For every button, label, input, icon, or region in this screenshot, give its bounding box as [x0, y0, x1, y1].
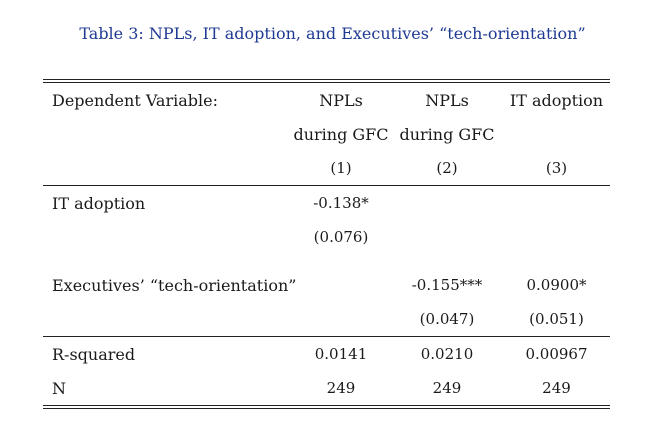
r-squared-label: R-squared	[52, 344, 136, 364]
tech-orientation-se-2: (0.047)	[419, 310, 475, 328]
top-double-rule	[43, 79, 610, 83]
col3-number: (3)	[545, 159, 568, 177]
header-rule	[43, 185, 610, 186]
r-squared-row: R-squared 0.0141 0.0210 0.00967	[43, 337, 610, 371]
it-adoption-se-3	[503, 220, 610, 254]
tech-orientation-coef-row: Executives’ “tech-orientation” -0.155***…	[43, 268, 610, 302]
row-spacer	[43, 254, 610, 268]
tech-orientation-se-3: (0.051)	[529, 310, 584, 328]
col2-number: (2)	[436, 159, 458, 177]
tech-orientation-se-1	[291, 302, 391, 337]
it-adoption-coef-1: -0.138*	[313, 194, 369, 212]
it-adoption-coef-3	[503, 186, 610, 220]
col3-header-line1: IT adoption	[509, 90, 604, 110]
n-2: 249	[432, 379, 462, 397]
stats-rule	[43, 336, 610, 337]
n-3: 249	[542, 379, 571, 397]
dependent-variable-label: Dependent Variable:	[52, 90, 218, 110]
col2-header-line1: NPLs	[425, 90, 469, 110]
it-adoption-coef-2	[391, 186, 503, 220]
table-caption: Table 3: NPLs, IT adoption, and Executiv…	[79, 24, 586, 43]
it-adoption-coef-row: IT adoption -0.138*	[43, 186, 610, 220]
header-row-2: during GFC during GFC	[43, 117, 610, 151]
regression-table: Dependent Variable: NPLs NPLs IT adoptio…	[43, 79, 610, 409]
tech-orientation-se-row: (0.047) (0.051)	[43, 302, 610, 337]
tech-orientation-coef-1	[291, 268, 391, 302]
n-row: N 249 249 249	[43, 371, 610, 406]
tech-orientation-label: Executives’ “tech-orientation”	[52, 275, 297, 295]
col2-header-line2: during GFC	[399, 124, 495, 144]
col1-header-line1: NPLs	[319, 90, 363, 110]
col1-number: (1)	[330, 159, 352, 177]
it-adoption-label: IT adoption	[52, 193, 146, 213]
col3-header-line2	[503, 117, 610, 151]
tech-orientation-coef-2: -0.155***	[411, 276, 483, 294]
header-row-1: Dependent Variable: NPLs NPLs IT adoptio…	[43, 83, 610, 118]
it-adoption-se-2	[391, 220, 503, 254]
n-1: 249	[326, 379, 356, 397]
n-label: N	[52, 378, 66, 398]
it-adoption-se-row: (0.076)	[43, 220, 610, 254]
header-row-3: (1) (2) (3)	[43, 151, 610, 186]
r-squared-3: 0.00967	[525, 345, 588, 363]
r-squared-1: 0.0141	[314, 345, 368, 363]
col1-header-line2: during GFC	[293, 124, 389, 144]
bottom-double-rule	[43, 405, 610, 409]
r-squared-2: 0.0210	[420, 345, 474, 363]
tech-orientation-coef-3: 0.0900*	[526, 276, 587, 294]
it-adoption-se-1: (0.076)	[313, 228, 369, 246]
